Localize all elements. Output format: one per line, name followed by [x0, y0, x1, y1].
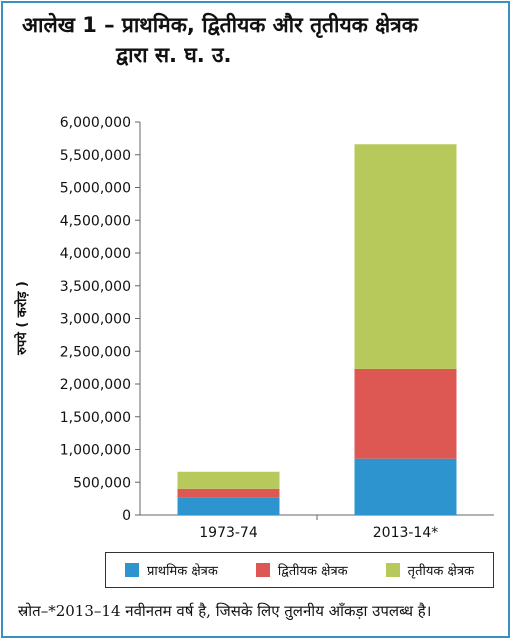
legend-swatch-secondary [255, 563, 270, 577]
y-tick-label: 4,500,000 [60, 213, 131, 229]
bar-secondary-1 [354, 368, 457, 459]
legend-label-tertiary: तृतीयक क्षेत्रक [407, 564, 474, 579]
y-tick-label: 500,000 [73, 475, 131, 491]
y-axis-label: रुपये ( करोड़ ) [15, 281, 30, 355]
legend-item-tertiary: तृतीयक क्षेत्रक [385, 561, 474, 579]
y-tick-label: 6,000,000 [60, 115, 131, 131]
y-tick-label: 1,500,000 [60, 410, 131, 426]
chart-title: आलेख 1 – प्राथमिक, द्वितीयक और तृतीयक क्… [22, 10, 502, 70]
x-tick-label: 1973-74 [199, 525, 258, 541]
bar-primary-1 [354, 458, 457, 515]
legend-label-secondary: द्वितीयक क्षेत्रक [277, 564, 348, 579]
chart-title-line1: आलेख 1 – प्राथमिक, द्वितीयक और तृतीयक क्… [22, 13, 418, 37]
source-note: स्रोत–*2013–14 नवीनतम वर्ष है, जिसके लिए… [18, 602, 432, 620]
legend-item-primary: प्राथमिक क्षेत्रक [125, 561, 218, 579]
bar-tertiary-0 [177, 471, 280, 489]
y-tick-label: 5,000,000 [60, 181, 131, 197]
legend: प्राथमिक क्षेत्रक द्वितीयक क्षेत्रक तृती… [105, 552, 494, 588]
y-tick-label: 1,000,000 [60, 443, 131, 459]
legend-swatch-primary [125, 563, 140, 577]
bar-tertiary-1 [354, 144, 457, 369]
legend-label-primary: प्राथमिक क्षेत्रक [147, 564, 218, 579]
y-tick-label: 3,500,000 [60, 279, 131, 295]
chart-title-line2: द्वारा स. घ. उ. [116, 43, 232, 67]
y-tick-label: 2,000,000 [60, 377, 131, 393]
bar-primary-0 [177, 497, 280, 515]
bar-secondary-0 [177, 488, 280, 498]
y-tick-label: 4,000,000 [60, 246, 131, 262]
legend-item-secondary: द्वितीयक क्षेत्रक [255, 561, 348, 579]
y-tick-label: 3,000,000 [60, 312, 131, 328]
y-tick-label: 2,500,000 [60, 344, 131, 360]
y-tick-label: 0 [122, 508, 131, 524]
y-tick-label: 5,500,000 [60, 148, 131, 164]
legend-swatch-tertiary [385, 563, 400, 577]
x-tick-label: 2013-14* [373, 525, 439, 541]
